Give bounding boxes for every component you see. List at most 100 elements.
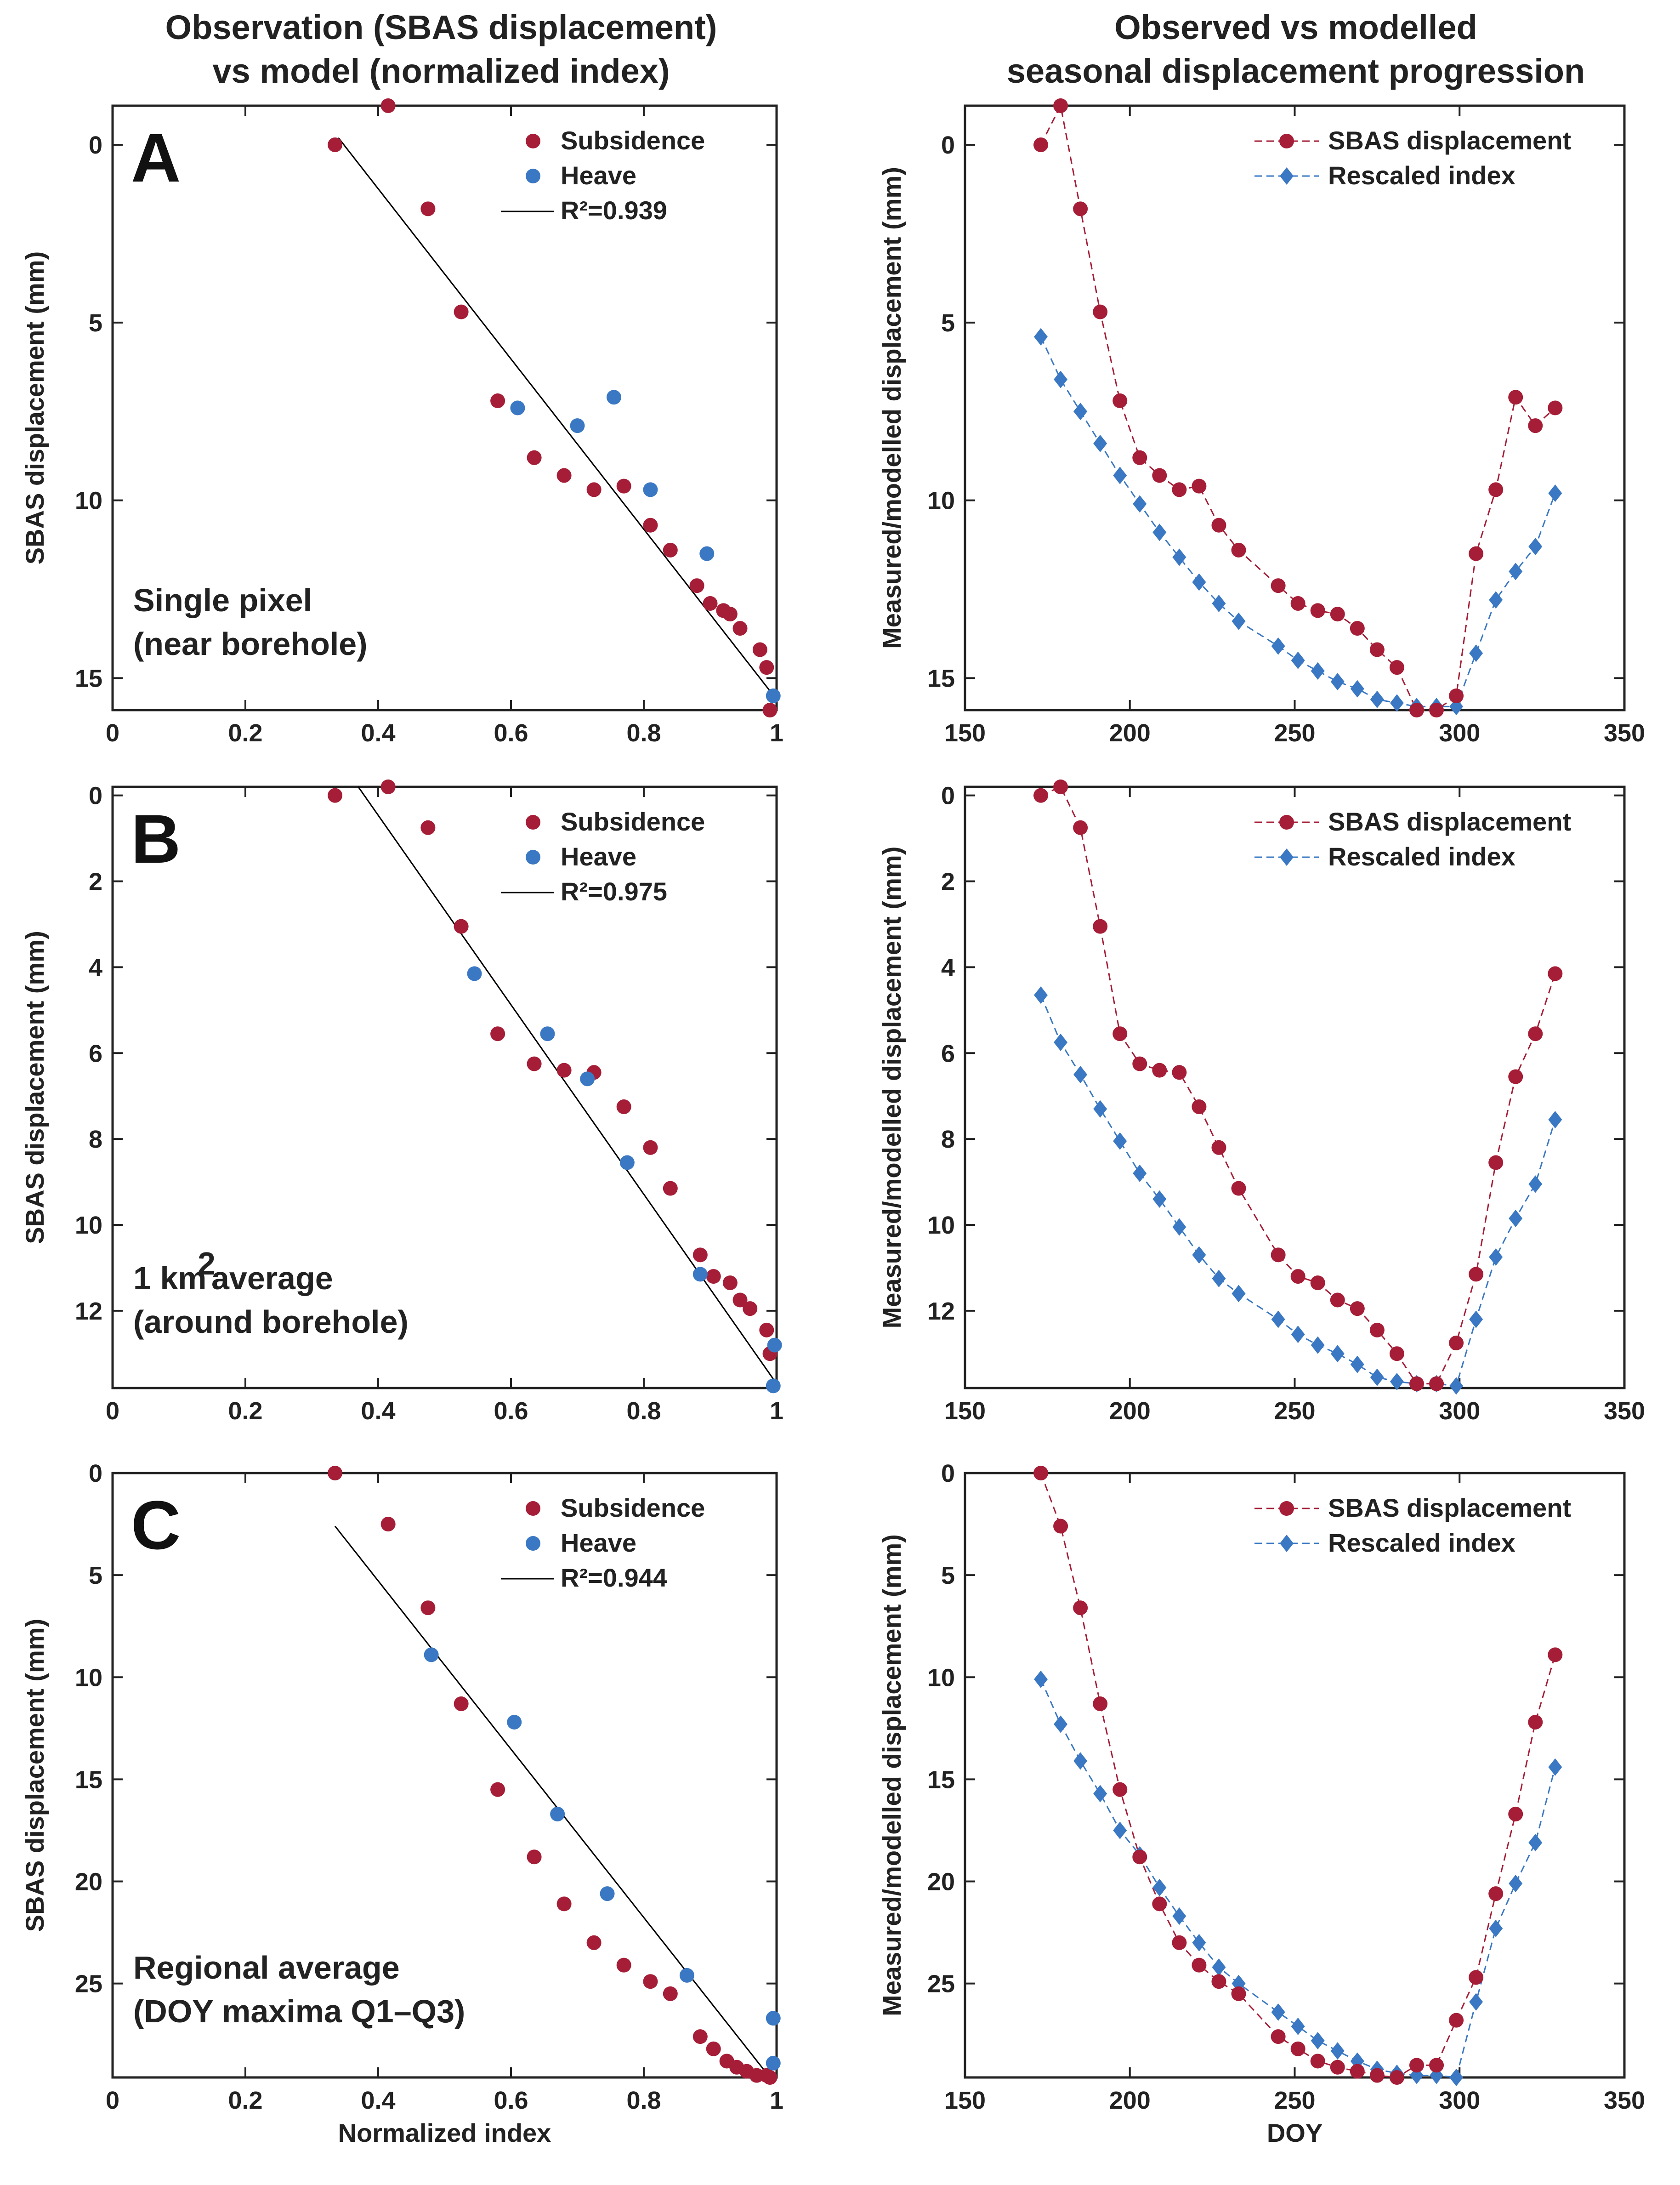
sbas-displacement-point — [1409, 703, 1424, 717]
rescaled-index-point — [1469, 644, 1483, 662]
caption-line1: 1 km — [133, 1260, 207, 1296]
rescaled-index-point — [1133, 1164, 1147, 1182]
subsidence-point — [527, 1056, 542, 1071]
subsidence-point — [643, 1974, 658, 1989]
caption-line1-tail: average — [211, 1260, 333, 1296]
sbas-displacement-point — [1449, 1335, 1464, 1350]
plot-area — [328, 1466, 781, 2085]
x-axis-label: Normalized index — [338, 2118, 551, 2147]
sbas-displacement-point — [1508, 1069, 1523, 1084]
plot-area — [328, 98, 781, 717]
x-tick-label: 0.6 — [494, 719, 528, 747]
heave-point — [699, 546, 715, 561]
heave-point — [580, 1071, 595, 1087]
x-tick-label: 1 — [770, 719, 783, 747]
y-tick-label: 4 — [89, 954, 102, 981]
x-tick-label: 150 — [944, 2087, 986, 2114]
sbas-displacement-point — [1369, 2068, 1385, 2083]
subsidence-point — [732, 1292, 748, 1308]
subsidence-point — [454, 919, 469, 934]
rescaled-index-point — [1449, 1377, 1464, 1395]
heave-point — [766, 2055, 781, 2071]
sbas-displacement-point — [1172, 1065, 1187, 1080]
subsidence-point — [762, 2070, 778, 2085]
legend-heave-marker — [526, 1536, 540, 1551]
sbas-displacement-point — [1132, 450, 1147, 465]
sbas-displacement-point — [1310, 2054, 1325, 2069]
legend-fit-label: R²=0.939 — [561, 196, 667, 225]
rescaled-index-point — [1370, 690, 1384, 708]
sbas-displacement-point — [1112, 393, 1128, 409]
sbas-displacement-point — [1152, 1063, 1167, 1078]
rescaled-index-point — [1073, 403, 1088, 421]
legend-index-label: Rescaled index — [1328, 1528, 1515, 1557]
subsidence-point — [586, 1935, 602, 1950]
y-tick-label: 0 — [89, 782, 102, 810]
rescaled-index-point — [1469, 1310, 1483, 1328]
rescaled-index-point — [1449, 2069, 1464, 2086]
sbas-displacement-point — [1548, 1647, 1563, 1662]
sbas-displacement-point — [1369, 642, 1385, 657]
plot-area — [1033, 780, 1563, 1395]
x-tick-label: 0 — [106, 719, 119, 747]
subsidence-point — [420, 1600, 436, 1616]
x-tick-label: 250 — [1274, 719, 1315, 747]
subsidence-point — [722, 607, 738, 622]
sbas-displacement-point — [1053, 98, 1068, 113]
y-axis-label: SBAS displacement (mm) — [20, 1619, 49, 1932]
x-tick-label: 250 — [1274, 1397, 1315, 1425]
x-tick-label: 0.4 — [361, 1397, 395, 1425]
rescaled-index-point — [1291, 2017, 1305, 2035]
x-tick-label: 200 — [1109, 2087, 1151, 2114]
sbas-displacement-point — [1093, 304, 1108, 319]
rescaled-index-point — [1152, 1878, 1167, 1896]
sbas-displacement-line — [1040, 1473, 1556, 2078]
y-tick-label: 15 — [75, 665, 102, 692]
legend-heave-marker — [526, 169, 540, 183]
x-tick-label: 1 — [770, 2087, 783, 2114]
subsidence-point — [692, 2029, 708, 2044]
rescaled-index-point — [1548, 1111, 1562, 1129]
subsidence-point — [759, 1322, 774, 1337]
caption-line2: (DOY maxima Q1–Q3) — [133, 1993, 465, 2029]
rescaled-index-point — [1528, 538, 1543, 556]
rescaled-index-point — [1509, 1209, 1523, 1227]
subsidence-point — [722, 1275, 738, 1291]
x-tick-label: 300 — [1439, 1397, 1480, 1425]
y-tick-label: 8 — [89, 1126, 102, 1153]
rescaled-index-point — [1034, 986, 1048, 1004]
fit-line — [338, 137, 778, 700]
legend-subsidence-label: Subsidence — [561, 807, 705, 836]
sbas-displacement-point — [1548, 966, 1563, 981]
rescaled-index-point — [1330, 1345, 1345, 1363]
rescaled-index-point — [1311, 662, 1325, 680]
legend: SBAS displacement Rescaled index — [1254, 126, 1571, 190]
subsidence-point — [706, 1269, 721, 1284]
y-tick-label: 10 — [75, 1212, 102, 1239]
sbas-displacement-point — [1172, 1935, 1187, 1950]
y-tick-label: 6 — [89, 1040, 102, 1067]
rescaled-index-point — [1172, 1218, 1186, 1236]
rescaled-index-point — [1232, 612, 1246, 630]
sbas-displacement-point — [1469, 1267, 1484, 1282]
x-tick-label: 150 — [944, 719, 986, 747]
rescaled-index-point — [1469, 1993, 1483, 2011]
sbas-displacement-point — [1053, 1519, 1068, 1534]
sbas-displacement-point — [1093, 919, 1108, 934]
y-tick-label: 5 — [89, 1562, 102, 1589]
y-axis-label: Measured/modelled displacement (mm) — [877, 847, 906, 1329]
legend-fit-label: R²=0.975 — [561, 877, 667, 906]
sbas-displacement-point — [1330, 1292, 1345, 1308]
rescaled-index-line — [1040, 995, 1556, 1387]
rescaled-index-point — [1271, 1310, 1285, 1328]
rescaled-index-point — [1350, 680, 1364, 698]
column-headers: Observation (SBAS displacement) vs model… — [165, 8, 1585, 90]
subsidence-point — [490, 1782, 505, 1797]
subsidence-point — [692, 1247, 708, 1263]
rescaled-index-point — [1271, 637, 1285, 655]
y-tick-label: 4 — [941, 954, 955, 981]
heave-point — [540, 1026, 555, 1041]
legend-sbas-label: SBAS displacement — [1328, 807, 1571, 836]
rescaled-index-point — [1330, 2042, 1345, 2060]
